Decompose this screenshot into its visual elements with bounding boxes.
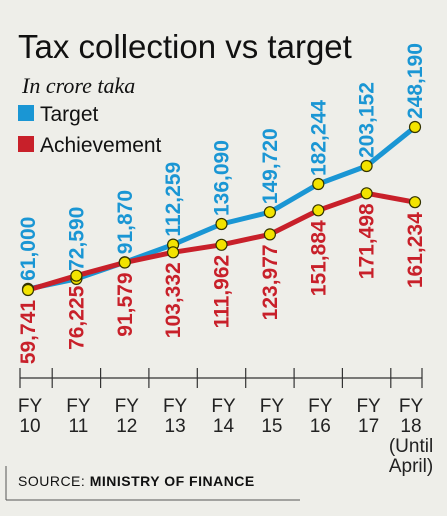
data-label-achievement: 103,332 xyxy=(162,262,185,338)
x-tick-label: FY 16 xyxy=(308,396,333,437)
x-tick-label: FY 17 xyxy=(356,396,381,437)
data-point-target xyxy=(408,120,422,134)
x-tick-label-line: 15 xyxy=(261,416,282,437)
x-tick-label-line: 13 xyxy=(165,416,186,437)
data-label-target: 182,244 xyxy=(307,100,330,176)
x-tick-label: FY 15 xyxy=(260,396,285,437)
data-point-achievement xyxy=(215,238,228,251)
data-label-achievement: 151,884 xyxy=(307,220,330,296)
data-label-target: 203,152 xyxy=(356,82,379,158)
x-tick-label-line: April) xyxy=(389,456,433,477)
data-label-target: 91,870 xyxy=(114,190,137,254)
x-tick-label: FY 10 xyxy=(18,396,43,437)
x-tick-label-line: FY xyxy=(115,396,140,417)
x-tick-label-line: 11 xyxy=(69,416,89,437)
x-tick-label: FY 12 xyxy=(115,396,140,437)
legend-swatch-target xyxy=(18,105,34,121)
data-point-target xyxy=(360,159,373,173)
x-tick-label-line: 10 xyxy=(19,416,40,437)
source-name: MINISTRY OF FINANCE xyxy=(90,473,255,489)
x-tick-label-line: FY xyxy=(18,396,43,417)
data-point-achievement xyxy=(360,187,373,200)
x-tick-label-line: FY xyxy=(211,396,236,417)
data-label-achievement: 111,962 xyxy=(211,255,234,329)
x-tick-label-line: 17 xyxy=(358,416,379,437)
x-tick-label: FY 18 (Until April) xyxy=(389,396,433,477)
data-label-achievement: 59,741 xyxy=(17,300,40,365)
data-label-target: 61,000 xyxy=(17,217,40,281)
data-point-achievement xyxy=(118,256,131,269)
data-label-target: 72,590 xyxy=(65,207,88,271)
data-point-achievement xyxy=(312,204,325,217)
x-tick-label: FY 13 xyxy=(163,396,188,437)
x-tick-label-line: 18 xyxy=(400,416,421,437)
x-tick-label-line: FY xyxy=(260,396,285,417)
x-tick-label-line: 16 xyxy=(310,416,331,437)
data-label-target: 149,720 xyxy=(259,128,282,204)
data-label-achievement: 76,225 xyxy=(65,285,88,350)
x-tick-label-line: FY xyxy=(308,396,333,417)
x-tick-label: FY 11 xyxy=(66,396,91,437)
data-label-target: 248,190 xyxy=(404,43,427,119)
x-tick-label-line: FY xyxy=(356,396,381,417)
data-point-achievement xyxy=(167,246,180,259)
data-point-target xyxy=(263,206,276,219)
data-label-achievement: 161,234 xyxy=(404,212,427,288)
legend: Target Achievement xyxy=(18,103,162,157)
chart-title: Tax collection vs target xyxy=(18,28,352,65)
chart-subtitle: In crore taka xyxy=(21,73,135,98)
legend-label-achievement: Achievement xyxy=(40,134,162,157)
x-tick-label-line: (Until xyxy=(389,436,433,457)
data-point-achievement xyxy=(21,283,35,297)
data-label-achievement: 123,977 xyxy=(259,244,282,320)
data-label-achievement: 91,579 xyxy=(114,273,137,337)
legend-label-target: Target xyxy=(40,103,99,126)
data-label-target: 112,259 xyxy=(162,162,185,237)
source-note: SOURCE: MINISTRY OF FINANCE xyxy=(18,473,255,489)
x-tick-label-line: FY xyxy=(66,396,91,417)
x-tick-label: FY 14 xyxy=(211,396,236,437)
data-point-target xyxy=(312,177,325,191)
legend-swatch-achievement xyxy=(18,136,34,152)
x-tick-label-line: 14 xyxy=(213,416,235,437)
plot-area: 61,000 72,590 91,870 112,259 136,090 149,720 1… xyxy=(17,43,427,364)
x-tick-label-line: FY xyxy=(399,396,424,417)
x-tick-label-line: 12 xyxy=(116,416,137,437)
source-prefix: SOURCE: xyxy=(18,473,90,489)
data-label-achievement: 171,498 xyxy=(356,203,379,279)
data-point-achievement xyxy=(263,228,276,241)
data-point-achievement xyxy=(408,196,422,209)
data-point-target xyxy=(215,217,228,231)
data-point-achievement xyxy=(70,269,83,282)
data-label-target: 136,090 xyxy=(211,140,234,216)
x-tick-label-line: FY xyxy=(163,396,188,417)
